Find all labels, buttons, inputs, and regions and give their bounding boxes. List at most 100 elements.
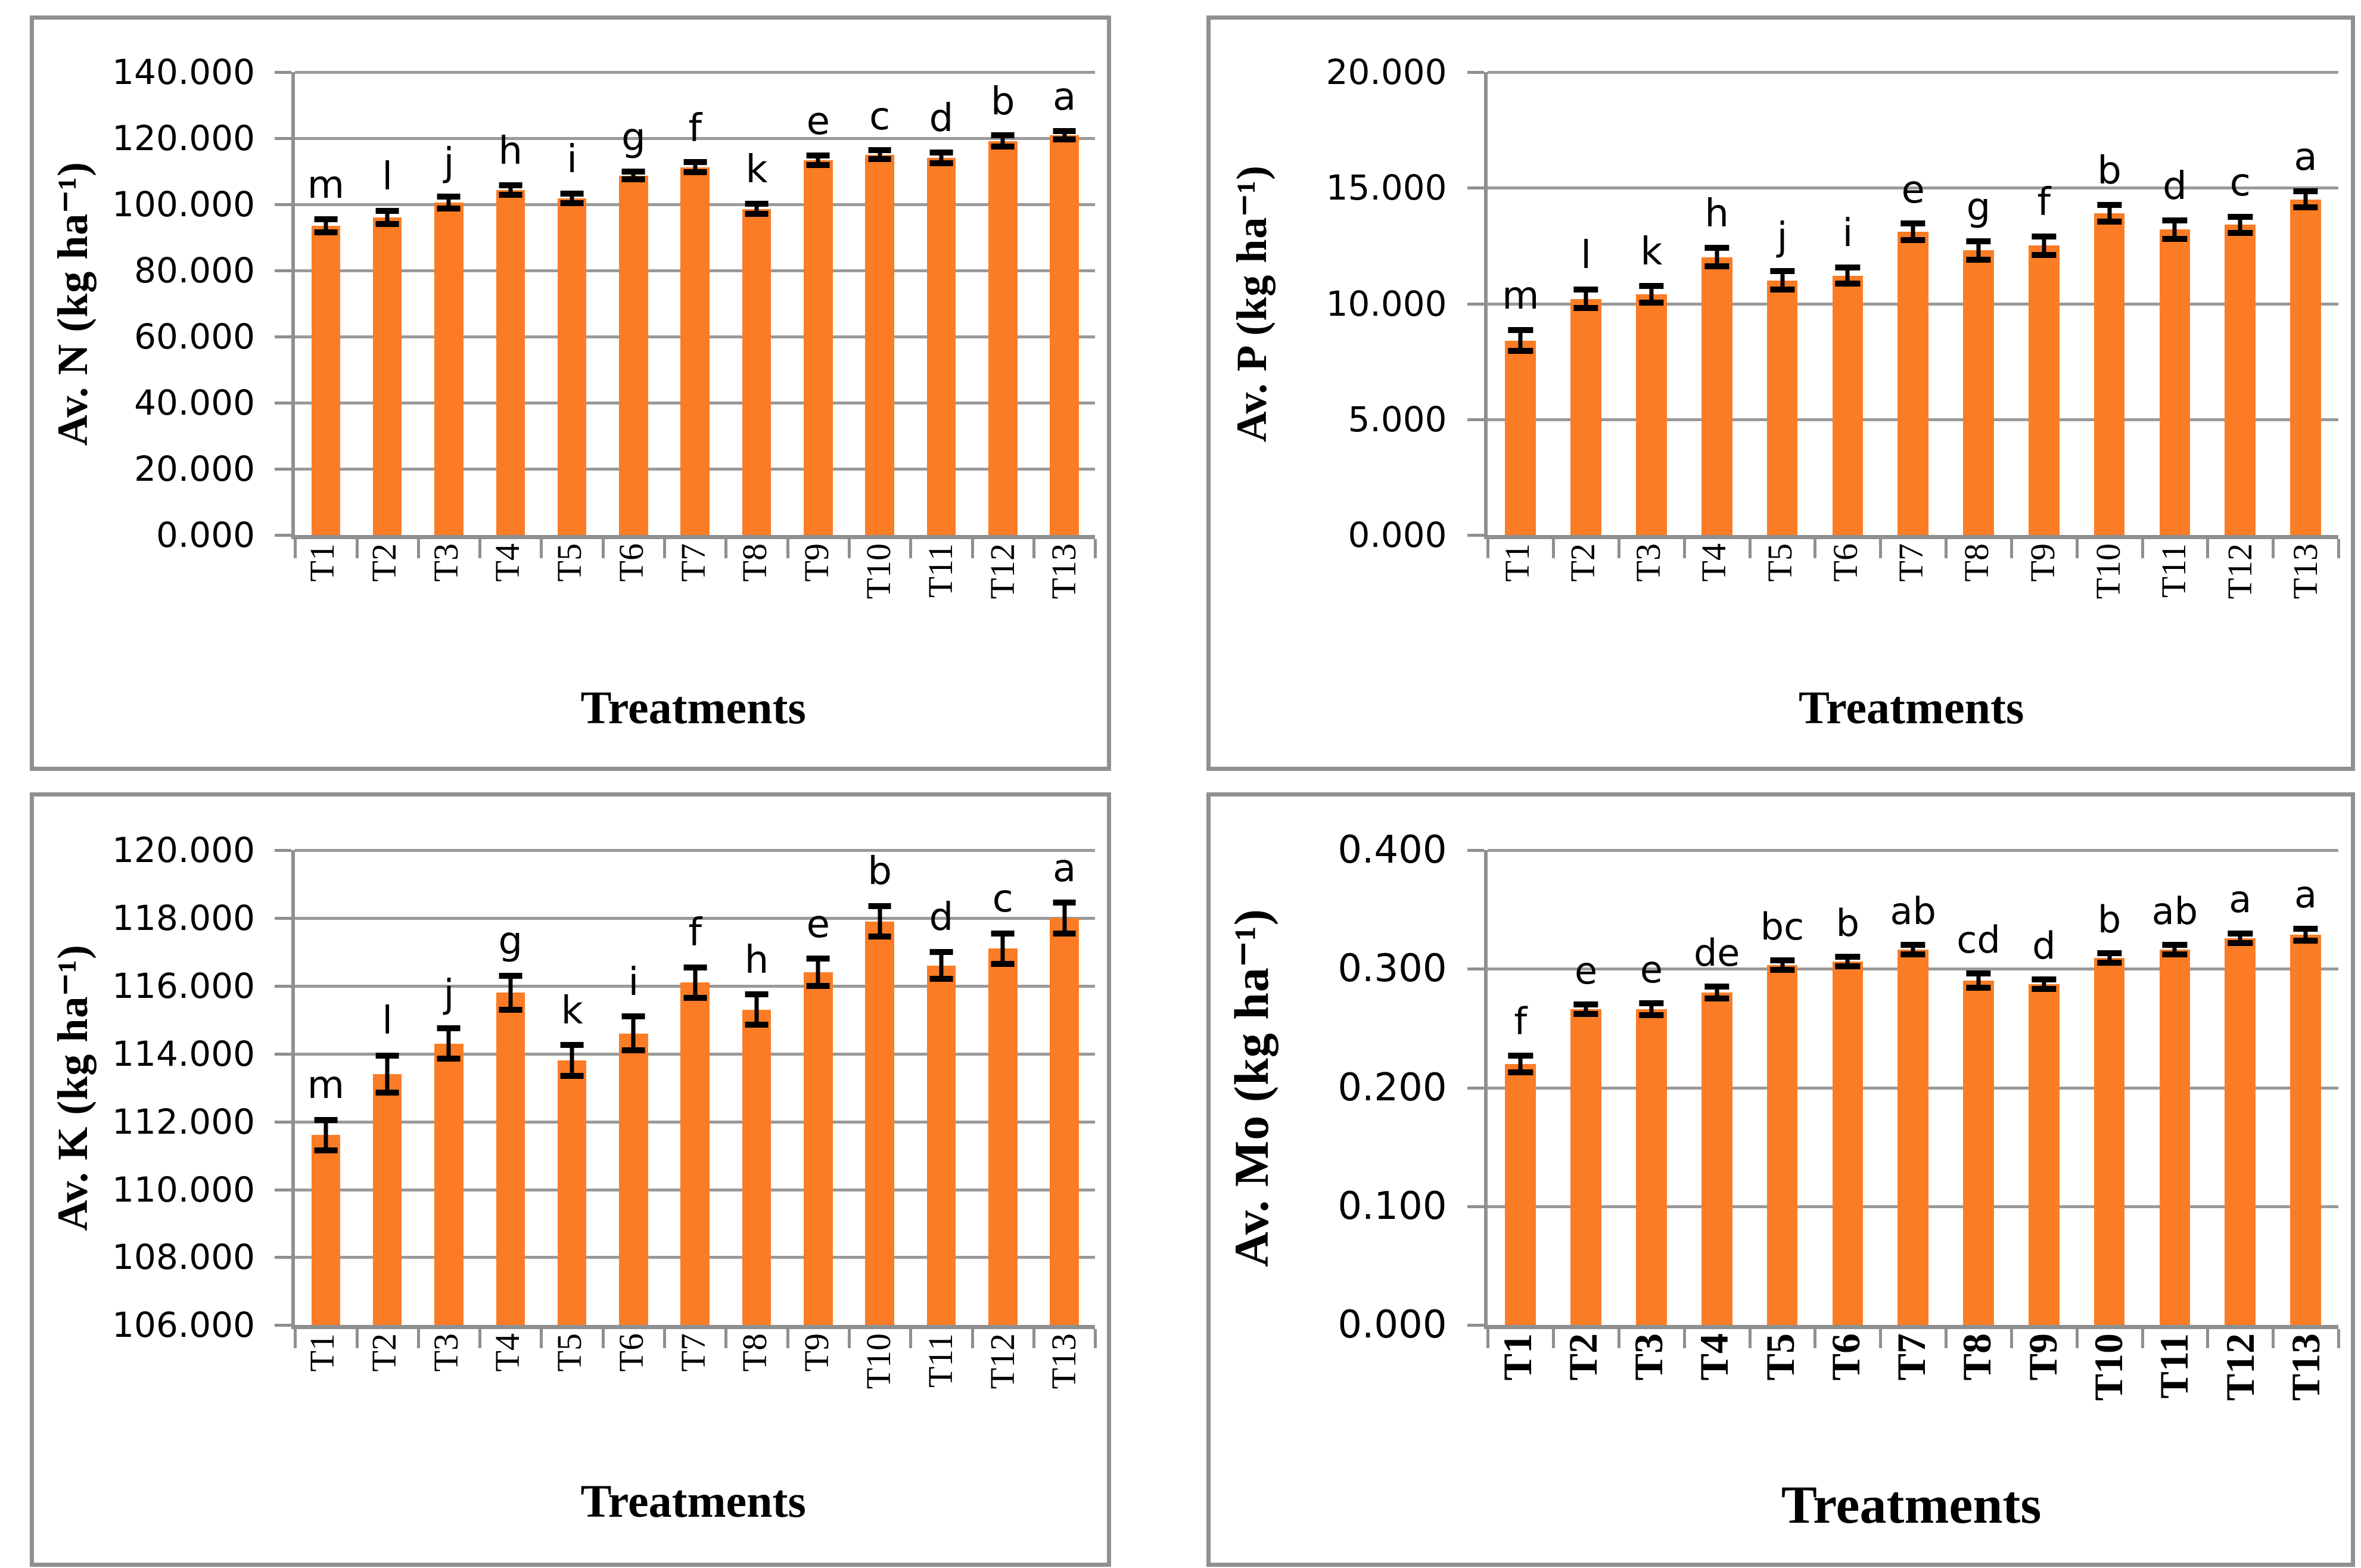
x-label-T6: T6	[611, 1333, 651, 1372]
y-tick-label: 0.000	[1337, 1303, 1447, 1348]
x-tick-mark	[724, 1329, 728, 1349]
error-bar-T4	[508, 185, 513, 195]
sig-letter-T1: m	[307, 1063, 345, 1108]
x-label-T7: T7	[673, 543, 713, 582]
error-bar-T11	[2172, 945, 2177, 955]
y-tick-label: 20.000	[1326, 51, 1447, 92]
error-bar-cap	[2162, 942, 2188, 948]
gridline	[1488, 70, 2338, 74]
error-bar-cap	[2228, 229, 2253, 236]
sig-letter-T2: l	[382, 155, 393, 200]
bar-T12	[988, 948, 1018, 1326]
error-bar-cap	[621, 1013, 645, 1020]
x-axis-line	[291, 535, 1096, 540]
bar-T13	[1050, 135, 1079, 536]
x-label-T6: T6	[611, 543, 651, 582]
error-bar-T12	[2238, 933, 2242, 943]
y-tick-mark	[275, 468, 292, 471]
error-bar-T12	[2238, 216, 2242, 233]
x-label-cell: T8	[1944, 1325, 2010, 1470]
x-label-cell: T7	[1878, 535, 1944, 677]
x-label-T1: T1	[1494, 1333, 1540, 1381]
error-bar-cap	[1835, 954, 1860, 960]
bar-T9	[2028, 984, 2060, 1326]
error-bar-T7	[693, 967, 698, 998]
error-bar-cap	[2228, 213, 2253, 220]
sig-letter-T9: d	[2032, 923, 2056, 967]
error-bar-T11	[2172, 220, 2177, 239]
x-label-cell: T8	[1944, 535, 2010, 677]
error-bar-cap	[1769, 967, 1795, 973]
x-label-cell: T9	[786, 535, 848, 677]
x-tick-mark	[2337, 1329, 2340, 1349]
y-tick-mark	[1467, 186, 1485, 190]
x-label-T12: T12	[2220, 543, 2259, 599]
x-tick-mark	[2010, 539, 2013, 559]
y-axis-title: Av. K (kg ha⁻¹)	[41, 850, 105, 1325]
y-tick-label: 40.000	[134, 382, 256, 424]
error-bar-cap	[560, 190, 584, 197]
error-bar-T12	[1000, 933, 1005, 964]
error-bar-T13	[2303, 191, 2308, 208]
x-label-T7: T7	[1889, 1333, 1934, 1381]
x-label-cell: T1	[291, 535, 353, 677]
y-tick-mark	[1467, 418, 1485, 421]
error-bar-cap	[1053, 930, 1076, 937]
x-label-cell: T5	[1747, 1325, 1812, 1470]
error-bar-T2	[1584, 1004, 1588, 1015]
error-bar-T5	[570, 1045, 574, 1076]
x-axis-labels: T1 T2 T3 T4 T5 T6 T7 T8 T9 T10 T11 T12 T13	[1484, 535, 2338, 677]
x-label-cell: T12	[972, 1325, 1034, 1470]
bar-T13	[2290, 199, 2321, 536]
y-tick-mark	[275, 335, 292, 339]
x-tick-mark	[601, 539, 605, 559]
x-tick-mark	[2206, 539, 2210, 559]
error-bar-cap	[1508, 348, 1533, 354]
error-bar-cap	[375, 221, 399, 228]
chart-panel-av-mo: Av. Mo (kg ha⁻¹) 0.000 0.100 0.200 0.300 0.4…	[1206, 792, 2355, 1567]
sig-letter-T13: a	[1052, 74, 1077, 119]
error-bar-cap	[745, 211, 769, 217]
gridline	[295, 136, 1096, 140]
sig-letter-T8: g	[1966, 185, 1991, 229]
sig-letter-T12: b	[990, 79, 1015, 124]
sig-letter-T7: ab	[1890, 889, 1936, 933]
error-bar-cap	[560, 1072, 584, 1079]
y-axis-title: Av. Mo (kg ha⁻¹)	[1217, 850, 1286, 1325]
y-tick-mark	[1467, 967, 1485, 971]
error-bar-T4	[508, 975, 513, 1010]
sig-letter-T13: a	[2294, 135, 2318, 180]
bar-T5	[557, 1060, 587, 1326]
y-tick-mark	[275, 1256, 292, 1259]
x-tick-mark	[1682, 1329, 1686, 1349]
error-bar-T1	[1518, 330, 1523, 351]
x-tick-mark	[2010, 1329, 2013, 1349]
y-tick-mark	[275, 534, 292, 537]
x-label-cell: T13	[2273, 535, 2338, 677]
y-tick-mark	[1467, 1205, 1485, 1208]
x-label-T8: T8	[1954, 1333, 2000, 1381]
error-bar-cap	[437, 206, 461, 212]
bar-T4	[496, 993, 525, 1326]
error-bar-T9	[816, 155, 820, 166]
x-tick-mark	[786, 539, 789, 559]
error-bar-cap	[868, 903, 892, 909]
error-bar-T5	[1780, 271, 1785, 290]
error-bar-cap	[375, 208, 399, 214]
y-axis-tick-labels: 0.000 0.100 0.200 0.300 0.400	[1233, 831, 1468, 1344]
x-tick-mark	[416, 1329, 420, 1349]
sig-letter-T5: k	[561, 988, 583, 1033]
bar-T4	[1701, 257, 1732, 536]
sig-letter-T12: c	[992, 877, 1013, 922]
bar-T4	[1701, 993, 1732, 1326]
bar-T9	[804, 160, 833, 536]
bar-T11	[2159, 229, 2191, 536]
x-tick-mark	[1945, 1329, 1948, 1349]
bar-T13	[2290, 934, 2321, 1326]
sig-letter-T10: b	[2097, 149, 2122, 194]
x-axis-labels: T1 T2 T3 T4 T5 T6 T7 T8 T9 T10 T11 T12 T13	[291, 1325, 1095, 1470]
error-bar-cap	[1053, 136, 1076, 143]
error-bar-cap	[499, 192, 522, 198]
error-bar-T8	[1976, 973, 1981, 988]
